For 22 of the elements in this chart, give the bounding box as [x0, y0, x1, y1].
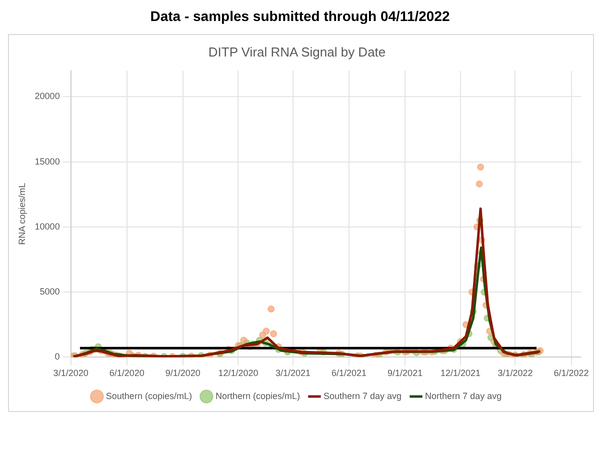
x-tick-label: 12/1/2020 — [218, 368, 258, 378]
legend-label: Southern 7 day avg — [323, 390, 402, 401]
y-tick-label: 20000 — [34, 91, 60, 102]
chart-subtitle: DITP Viral RNA Signal by Date — [208, 44, 386, 60]
x-tick-label: 12/1/2021 — [440, 368, 480, 378]
y-tick-label: 5000 — [40, 286, 60, 297]
x-tick-label: 3/1/2021 — [276, 368, 311, 378]
x-tick-label: 9/1/2020 — [165, 368, 200, 378]
legend-label: Southern (copies/mL) — [106, 390, 192, 401]
x-tick-label: 9/1/2021 — [388, 368, 423, 378]
legend-label: Northern 7 day avg — [425, 390, 502, 401]
y-tick-label: 10000 — [34, 221, 60, 232]
x-tick-label: 6/1/2022 — [554, 368, 589, 378]
x-tick-label: 6/1/2020 — [109, 368, 144, 378]
x-tick-label: 6/1/2021 — [332, 368, 367, 378]
legend-label: Northern (copies/mL) — [215, 390, 300, 401]
y-axis-title: RNA copies/mL — [16, 182, 27, 245]
y-tick-label: 0 — [54, 352, 60, 362]
x-tick-label: 3/1/2020 — [53, 368, 88, 378]
x-tick-label: 3/1/2022 — [498, 368, 533, 378]
y-tick-label: 15000 — [34, 156, 60, 166]
chart-title: Data - samples submitted through 04/11/2022 — [149, 8, 451, 26]
